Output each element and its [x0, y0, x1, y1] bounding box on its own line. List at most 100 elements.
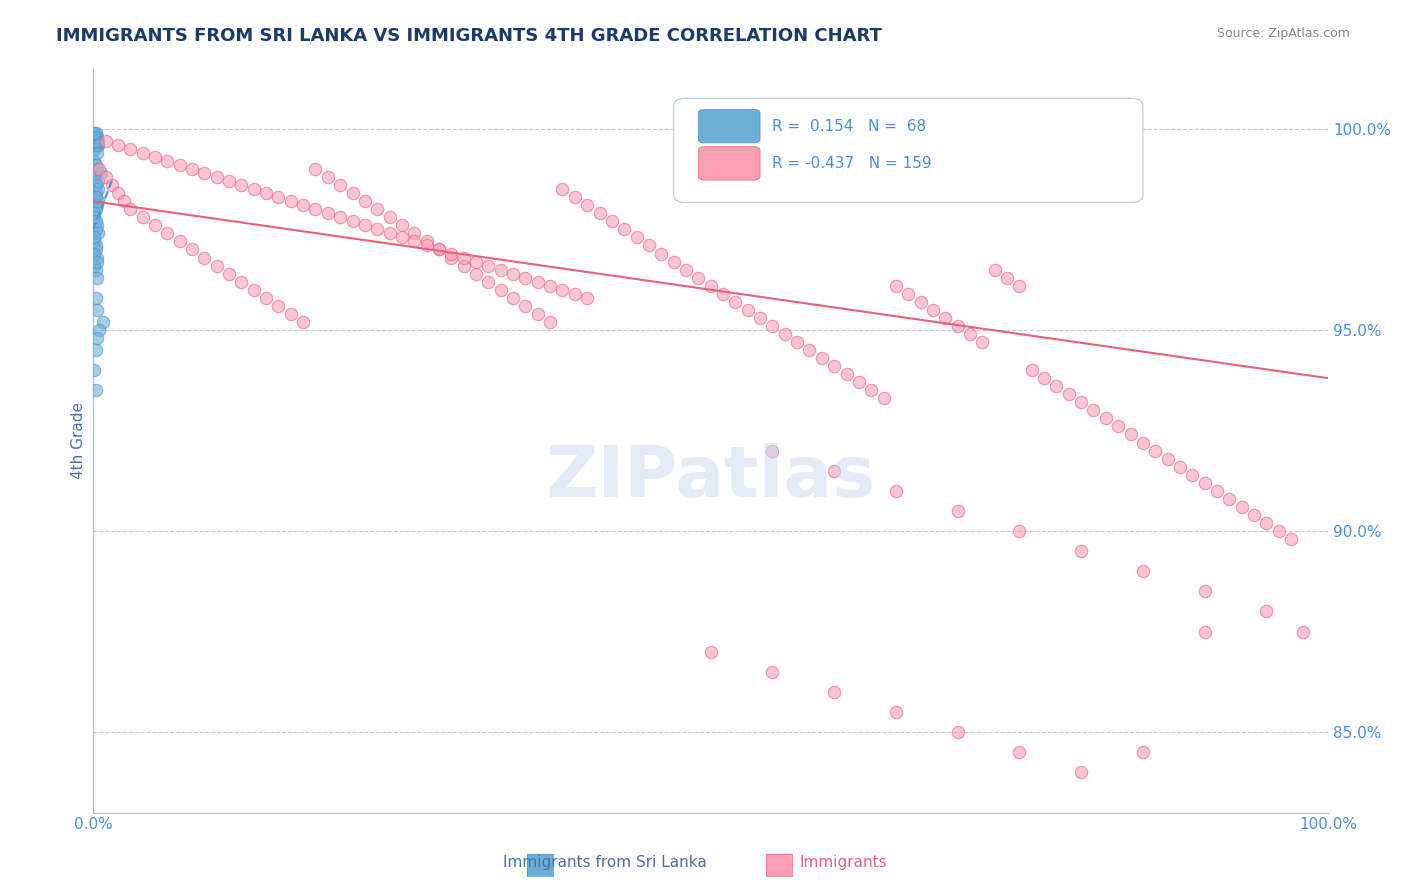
Point [626, 230, 648, 244]
Point [366, 202, 388, 217]
Point [613, 222, 636, 236]
Point [254, 186, 277, 201]
Point [143, 219, 166, 233]
Point [86, 134, 108, 148]
Point [799, 343, 821, 357]
Point [662, 254, 685, 268]
Point [453, 259, 475, 273]
Point [1045, 379, 1067, 393]
Point [576, 291, 599, 305]
Point [231, 178, 253, 193]
Point [946, 725, 969, 739]
Point [86, 129, 108, 144]
Point [267, 299, 290, 313]
Point [84, 134, 107, 148]
Point [86, 137, 108, 152]
Point [502, 267, 524, 281]
Point [1256, 604, 1278, 618]
Point [84, 158, 107, 172]
Point [112, 194, 135, 209]
Point [688, 270, 710, 285]
Point [1181, 467, 1204, 482]
Point [638, 238, 661, 252]
Point [131, 211, 153, 225]
Point [959, 326, 981, 341]
Point [995, 270, 1018, 285]
Point [1132, 435, 1154, 450]
Point [823, 685, 845, 699]
Point [465, 267, 488, 281]
Point [84, 190, 107, 204]
Point [391, 219, 413, 233]
Point [84, 137, 107, 152]
Point [83, 142, 105, 156]
Point [89, 162, 111, 177]
Point [897, 286, 920, 301]
Point [86, 134, 108, 148]
Point [342, 214, 364, 228]
Point [329, 178, 352, 193]
Point [761, 665, 783, 679]
Point [143, 150, 166, 164]
Point [538, 278, 561, 293]
Point [84, 186, 107, 201]
Point [1070, 395, 1092, 409]
Point [84, 202, 107, 217]
Point [86, 145, 108, 160]
Point [465, 254, 488, 268]
Point [87, 174, 110, 188]
Text: Immigrants: Immigrants [800, 855, 887, 870]
Point [699, 645, 721, 659]
Point [205, 170, 228, 185]
Point [1230, 500, 1253, 514]
Point [181, 162, 204, 177]
Point [1243, 508, 1265, 522]
Point [564, 190, 586, 204]
Point [773, 326, 796, 341]
Point [440, 251, 463, 265]
Point [83, 129, 105, 144]
Point [1008, 745, 1031, 759]
Point [181, 243, 204, 257]
Text: R =  0.154   N =  68: R = 0.154 N = 68 [772, 119, 927, 134]
Point [86, 270, 108, 285]
Point [83, 235, 105, 249]
Point [83, 363, 105, 377]
Point [87, 194, 110, 209]
Point [107, 186, 129, 201]
Point [1083, 403, 1105, 417]
Point [83, 206, 105, 220]
Point [83, 137, 105, 152]
Point [86, 129, 108, 144]
Point [84, 384, 107, 398]
Point [83, 126, 105, 140]
Point [83, 211, 105, 225]
Point [84, 178, 107, 193]
Point [107, 137, 129, 152]
Point [1256, 516, 1278, 530]
Point [811, 351, 834, 365]
Point [823, 464, 845, 478]
Point [515, 299, 537, 313]
Point [84, 262, 107, 277]
Point [1107, 419, 1129, 434]
Point [860, 384, 883, 398]
Point [391, 230, 413, 244]
Point [538, 315, 561, 329]
Point [292, 315, 315, 329]
Point [675, 262, 697, 277]
Point [84, 129, 107, 144]
FancyBboxPatch shape [699, 146, 761, 180]
Point [86, 251, 108, 265]
FancyBboxPatch shape [699, 110, 761, 143]
Point [972, 334, 994, 349]
Point [83, 126, 105, 140]
Point [526, 307, 548, 321]
Point [84, 134, 107, 148]
Point [84, 137, 107, 152]
Point [749, 310, 772, 325]
Point [884, 278, 907, 293]
FancyBboxPatch shape [673, 98, 1143, 202]
Point [477, 259, 499, 273]
Point [1021, 363, 1043, 377]
